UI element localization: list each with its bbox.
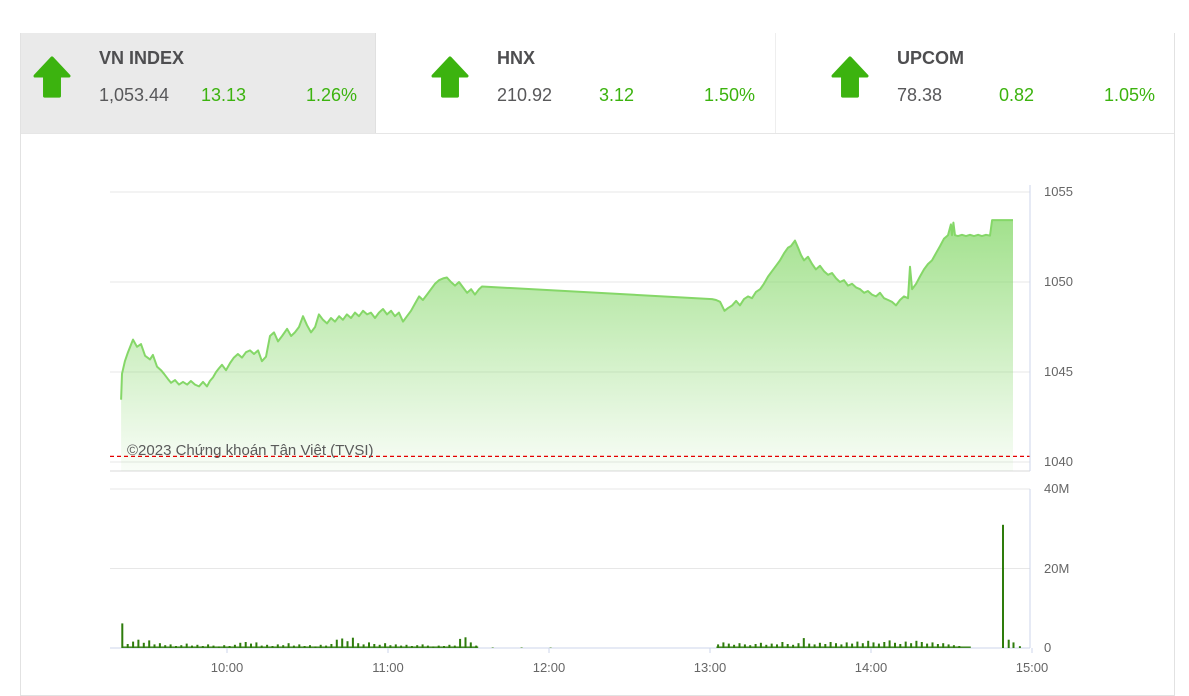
- volume-axis-tick-label: 20M: [1044, 560, 1070, 576]
- chart-plot-area[interactable]: [110, 185, 1030, 648]
- time-axis-tick-label: 15:00: [1015, 660, 1049, 675]
- time-axis-tick-label: 11:00: [372, 660, 404, 675]
- up-arrow-icon: [33, 55, 71, 99]
- index-value: 78.38: [897, 85, 943, 105]
- index-card-text: HNX 210.92 3.12 1.50%: [497, 33, 755, 106]
- volume-axis-tick-label: 40M: [1044, 481, 1070, 496]
- index-change-percent: 1.50%: [704, 85, 756, 105]
- index-name: HNX: [497, 48, 536, 68]
- time-axis-tick-label: 14:00: [854, 660, 888, 675]
- index-change: 3.12: [599, 85, 635, 105]
- index-card-text: UPCOM 78.38 0.82 1.05%: [897, 33, 1155, 106]
- price-axis-tick-label: 1040: [1044, 454, 1073, 469]
- price-axis-tick-label: 1045: [1044, 364, 1073, 379]
- index-values: 78.38 0.82 1.05%: [897, 84, 1155, 106]
- index-values: 1,053.44 13.13 1.26%: [99, 84, 357, 106]
- index-change: 0.82: [999, 85, 1035, 105]
- price-axis-tick-label: 1055: [1044, 184, 1073, 199]
- index-name: VN INDEX: [99, 48, 185, 68]
- index-values: 210.92 3.12 1.50%: [497, 84, 755, 106]
- index-card-upcom[interactable]: UPCOM 78.38 0.82 1.05%: [776, 33, 1174, 133]
- index-change: 13.13: [201, 85, 247, 105]
- up-arrow-icon: [831, 55, 869, 99]
- copyright-watermark: ©2023 Chứng khoán Tân Việt (TVSI): [127, 442, 374, 459]
- volume-axis-tick-label: 0: [1044, 640, 1052, 655]
- index-card-vn-index[interactable]: VN INDEX 1,053.44 13.13 1.26%: [21, 33, 376, 133]
- time-axis-tick-label: 13:00: [693, 660, 727, 675]
- up-arrow-icon: [431, 55, 469, 99]
- index-name: UPCOM: [897, 48, 964, 68]
- index-change-percent: 1.26%: [306, 85, 358, 105]
- index-change-percent: 1.05%: [1104, 85, 1156, 105]
- time-axis-tick-label: 12:00: [532, 660, 566, 675]
- index-card-hnx[interactable]: HNX 210.92 3.12 1.50%: [376, 33, 776, 133]
- index-cards-row: VN INDEX 1,053.44 13.13 1.26% HNX 210.92: [21, 33, 1174, 134]
- index-value: 210.92: [497, 85, 553, 105]
- index-card-text: VN INDEX 1,053.44 13.13 1.26%: [99, 33, 357, 106]
- price-axis-tick-label: 1050: [1044, 274, 1073, 289]
- time-axis-tick-label: 10:00: [210, 660, 244, 675]
- index-value: 1,053.44: [99, 85, 170, 105]
